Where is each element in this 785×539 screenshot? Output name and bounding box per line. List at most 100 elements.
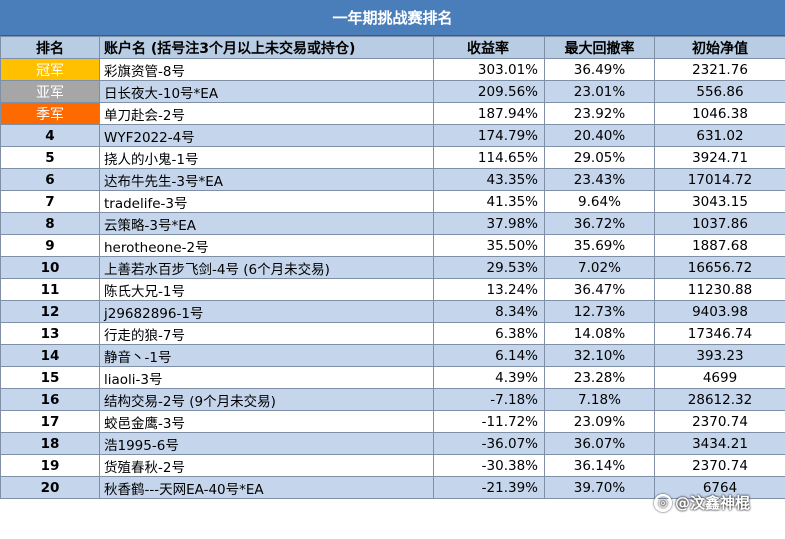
table-row: 季军 单刀赴会-2号 187.94% 23.92% 1046.38	[0, 102, 785, 125]
drawdown-cell: 23.28%	[544, 366, 655, 389]
account-cell: 日长夜大-10号*EA	[99, 80, 434, 103]
rank-cell: 19	[0, 454, 100, 477]
drawdown-cell: 23.01%	[544, 80, 655, 103]
nav-cell: 2370.74	[654, 410, 785, 433]
nav-cell: 16656.72	[654, 256, 785, 279]
nav-cell: 9403.98	[654, 300, 785, 323]
account-cell: j29682896-1号	[99, 300, 434, 323]
account-cell: 上善若水百步飞剑-4号 (6个月未交易)	[99, 256, 434, 279]
drawdown-cell: 7.18%	[544, 388, 655, 411]
rank-cell: 11	[0, 278, 100, 301]
nav-cell: 3043.15	[654, 190, 785, 213]
nav-cell: 631.02	[654, 124, 785, 147]
account-cell: 彩旗资管-8号	[99, 58, 434, 81]
nav-cell: 1887.68	[654, 234, 785, 257]
table-row: 冠军 彩旗资管-8号 303.01% 36.49% 2321.76	[0, 58, 785, 81]
account-cell: 静音丶-1号	[99, 344, 434, 367]
nav-cell: 11230.88	[654, 278, 785, 301]
return-cell: -36.07%	[433, 432, 545, 455]
return-cell: -30.38%	[433, 454, 545, 477]
account-cell: tradelife-3号	[99, 190, 434, 213]
return-cell: 13.24%	[433, 278, 545, 301]
rank-cell: 15	[0, 366, 100, 389]
rank-cell: 20	[0, 476, 100, 499]
nav-cell: 3434.21	[654, 432, 785, 455]
drawdown-cell: 36.49%	[544, 58, 655, 81]
return-cell: 41.35%	[433, 190, 545, 213]
return-cell: 6.14%	[433, 344, 545, 367]
account-cell: 达布牛先生-3号*EA	[99, 168, 434, 191]
header-max-drawdown: 最大回撤率	[544, 36, 655, 59]
drawdown-cell: 14.08%	[544, 322, 655, 345]
drawdown-cell: 36.14%	[544, 454, 655, 477]
header-account: 账户名 (括号注3个月以上未交易或持仓)	[99, 36, 434, 59]
return-cell: 4.39%	[433, 366, 545, 389]
drawdown-cell: 23.09%	[544, 410, 655, 433]
account-cell: liaoli-3号	[99, 366, 434, 389]
return-cell: -11.72%	[433, 410, 545, 433]
rank-cell: 17	[0, 410, 100, 433]
rank-silver-badge: 亚军	[0, 80, 100, 103]
return-cell: 114.65%	[433, 146, 545, 169]
return-cell: 8.34%	[433, 300, 545, 323]
watermark-text: @汶鑫神棍	[675, 494, 751, 512]
table-row: 19 货殖春秋-2号 -30.38% 36.14% 2370.74	[0, 454, 785, 477]
account-cell: WYF2022-4号	[99, 124, 434, 147]
account-cell: 挠人的小鬼-1号	[99, 146, 434, 169]
drawdown-cell: 23.43%	[544, 168, 655, 191]
nav-cell: 556.86	[654, 80, 785, 103]
rank-gold-badge: 冠军	[0, 58, 100, 81]
drawdown-cell: 35.69%	[544, 234, 655, 257]
table-row: 17 蛟邑金鹰-3号 -11.72% 23.09% 2370.74	[0, 410, 785, 433]
account-cell: 行走的狼-7号	[99, 322, 434, 345]
return-cell: 303.01%	[433, 58, 545, 81]
table-row: 亚军 日长夜大-10号*EA 209.56% 23.01% 556.86	[0, 80, 785, 103]
rank-cell: 7	[0, 190, 100, 213]
table-row: 11 陈氏大兄-1号 13.24% 36.47% 11230.88	[0, 278, 785, 301]
account-cell: 秋香鹤---天网EA-40号*EA	[99, 476, 434, 499]
drawdown-cell: 20.40%	[544, 124, 655, 147]
rank-cell: 8	[0, 212, 100, 235]
nav-cell: 17346.74	[654, 322, 785, 345]
return-cell: -21.39%	[433, 476, 545, 499]
watermark: ◎ @汶鑫神棍	[654, 492, 750, 513]
header-rank: 排名	[0, 36, 100, 59]
drawdown-cell: 39.70%	[544, 476, 655, 499]
table-row: 18 浩1995-6号 -36.07% 36.07% 3434.21	[0, 432, 785, 455]
account-cell: 结构交易-2号 (9个月未交易)	[99, 388, 434, 411]
drawdown-cell: 23.92%	[544, 102, 655, 125]
account-cell: 云策略-3号*EA	[99, 212, 434, 235]
table-row: 8 云策略-3号*EA 37.98% 36.72% 1037.86	[0, 212, 785, 235]
return-cell: 35.50%	[433, 234, 545, 257]
rank-cell: 13	[0, 322, 100, 345]
header-row: 排名 账户名 (括号注3个月以上未交易或持仓) 收益率 最大回撤率 初始净值	[0, 36, 785, 59]
table-row: 12 j29682896-1号 8.34% 12.73% 9403.98	[0, 300, 785, 323]
nav-cell: 4699	[654, 366, 785, 389]
nav-cell: 17014.72	[654, 168, 785, 191]
nav-cell: 1037.86	[654, 212, 785, 235]
drawdown-cell: 7.02%	[544, 256, 655, 279]
return-cell: 209.56%	[433, 80, 545, 103]
account-cell: 陈氏大兄-1号	[99, 278, 434, 301]
header-return: 收益率	[433, 36, 545, 59]
drawdown-cell: 36.07%	[544, 432, 655, 455]
weibo-icon: ◎	[654, 493, 672, 512]
return-cell: -7.18%	[433, 388, 545, 411]
table-row: 14 静音丶-1号 6.14% 32.10% 393.23	[0, 344, 785, 367]
table-row: 10 上善若水百步飞剑-4号 (6个月未交易) 29.53% 7.02% 166…	[0, 256, 785, 279]
return-cell: 37.98%	[433, 212, 545, 235]
table-row: 20 秋香鹤---天网EA-40号*EA -21.39% 39.70% 6764	[0, 476, 785, 499]
account-cell: 单刀赴会-2号	[99, 102, 434, 125]
drawdown-cell: 29.05%	[544, 146, 655, 169]
drawdown-cell: 36.72%	[544, 212, 655, 235]
return-cell: 6.38%	[433, 322, 545, 345]
rank-cell: 6	[0, 168, 100, 191]
account-cell: herotheone-2号	[99, 234, 434, 257]
rank-cell: 12	[0, 300, 100, 323]
nav-cell: 28612.32	[654, 388, 785, 411]
account-cell: 蛟邑金鹰-3号	[99, 410, 434, 433]
table-row: 15 liaoli-3号 4.39% 23.28% 4699	[0, 366, 785, 389]
account-cell: 货殖春秋-2号	[99, 454, 434, 477]
nav-cell: 393.23	[654, 344, 785, 367]
drawdown-cell: 9.64%	[544, 190, 655, 213]
